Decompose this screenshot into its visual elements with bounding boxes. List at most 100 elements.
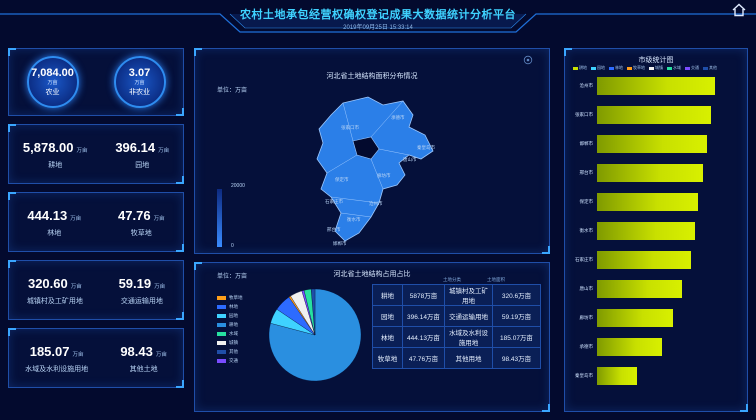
bar-category-label: 保定市 <box>579 199 594 204</box>
nonagri-unit: 万亩 <box>134 80 145 86</box>
city-label: 秦皇岛市 <box>417 145 435 150</box>
legend-swatch <box>685 66 690 70</box>
stat-value: 47.76 <box>118 207 151 223</box>
legend-label: 城镇 <box>655 65 663 70</box>
legend-label: 林地 <box>615 65 623 70</box>
datetime-label: 2019年09月25日 15:33:14 <box>343 25 413 31</box>
stat-garden: 396.14 万亩 园地 <box>115 139 169 170</box>
bar[interactable] <box>597 251 692 269</box>
stat-value: 320.60 <box>27 275 68 291</box>
pie-legend-item[interactable]: 林地 <box>217 302 243 311</box>
legend-label: 牧草地 <box>633 65 645 70</box>
legend-swatch <box>703 66 708 70</box>
stat-pasture: 47.76 万亩 牧草地 <box>118 207 165 238</box>
pie-legend-item[interactable]: 其他 <box>217 347 243 356</box>
stat-label: 园地 <box>135 161 150 169</box>
bar-legend-item[interactable]: 城镇 <box>649 65 663 71</box>
bar[interactable] <box>597 193 699 211</box>
bar-legend-item[interactable]: 牧草地 <box>627 65 645 71</box>
legend-swatch <box>217 295 226 300</box>
bar-legend-item[interactable]: 耕地 <box>573 65 587 71</box>
bar-category-label: 唐山市 <box>579 286 594 291</box>
bar-chart: 沧州市 张家口市 邯郸市 邢台市 保定市 衡水市 石家庄市 唐山市 廊坊市 承德市 秦皇岛市 <box>565 49 749 413</box>
agri-value: 7,084.00 <box>31 67 74 79</box>
bar-category-label: 邢台市 <box>579 170 594 175</box>
pie-chart[interactable] <box>265 285 365 385</box>
legend-swatch <box>649 66 654 70</box>
stat-panel-2: 444.13 万亩 林地 47.76 万亩 牧草地 <box>8 192 184 252</box>
bar-legend: 耕地 园地 林地 牧草地 城镇 水域 交通 其他 <box>573 65 743 71</box>
table-cell: 59.19万亩 <box>492 305 541 327</box>
legend-label: 园地 <box>597 65 605 70</box>
stat-panel-4: 185.07 万亩 水域及水利设施用地 98.43 万亩 其他土地 <box>8 328 184 388</box>
stat-urban: 320.60 万亩 城镇村及工矿用地 <box>27 275 83 306</box>
page-title: 农村土地承包经营权确权登记成果大数据统计分析平台 <box>240 9 516 21</box>
pie-title: 河北省土地结构占用占比 <box>333 271 411 278</box>
bar-legend-item[interactable]: 林地 <box>609 65 623 71</box>
pie-legend-item[interactable]: 水域 <box>217 329 243 338</box>
city-label: 衡水市 <box>347 217 361 222</box>
stat-value: 444.13 <box>27 207 68 223</box>
bar[interactable] <box>597 135 707 153</box>
bar-legend-item[interactable]: 水域 <box>667 65 681 71</box>
legend-label: 耕地 <box>579 65 587 70</box>
legend-label: 牧草地 <box>229 294 243 300</box>
stat-label: 牧草地 <box>130 229 152 237</box>
legend-swatch <box>667 66 672 70</box>
table-head: 土地面积 <box>487 277 505 282</box>
legend-label: 其他 <box>229 348 238 354</box>
pie-legend-item[interactable]: 园地 <box>217 311 243 320</box>
stat-unit: 万亩 <box>70 283 82 290</box>
legend-swatch <box>217 313 226 318</box>
table-cell: 5878万亩 <box>402 284 445 306</box>
table-cell: 交通运输用地 <box>444 305 493 327</box>
scale-min: 0 <box>231 243 234 249</box>
bar-category-label: 衡水市 <box>579 228 594 233</box>
stat-label: 城镇村及工矿用地 <box>26 297 83 305</box>
agri-unit: 万亩 <box>47 80 58 86</box>
bar-legend-item[interactable]: 交通 <box>685 65 699 71</box>
bar[interactable] <box>597 280 682 298</box>
bar[interactable] <box>597 77 715 95</box>
hebei-map[interactable] <box>313 93 443 243</box>
legend-swatch <box>627 66 632 70</box>
stat-value: 396.14 <box>115 139 156 155</box>
bar-category-label: 沧州市 <box>579 83 594 88</box>
bar-legend-item[interactable]: 园地 <box>591 65 605 71</box>
pie-legend-item[interactable]: 牧草地 <box>217 293 243 302</box>
stat-unit: 万亩 <box>155 351 167 358</box>
stat-panel-1: 5,878.00 万亩 耕地 396.14 万亩 园地 <box>8 124 184 184</box>
pie-legend-item[interactable]: 耕地 <box>217 320 243 329</box>
legend-swatch <box>217 349 226 354</box>
bar-category-label: 秦皇岛市 <box>575 373 593 378</box>
city-label: 廊坊市 <box>377 173 391 178</box>
bar[interactable] <box>597 222 695 240</box>
legend-swatch <box>217 304 226 309</box>
city-label: 沧州市 <box>369 201 383 206</box>
city-label: 石家庄市 <box>325 199 343 204</box>
map-panel: 河北省土地结构面积分布情况 单位：万亩 20000 0 张家口市 承德市 秦皇岛… <box>194 48 550 254</box>
settings-icon[interactable] <box>523 55 533 65</box>
bar[interactable] <box>597 367 638 385</box>
bar[interactable] <box>597 338 662 356</box>
legend-label: 交通 <box>229 357 238 363</box>
pie-legend-item[interactable]: 城镇 <box>217 338 243 347</box>
nonagri-value: 3.07 <box>128 67 151 79</box>
home-icon[interactable] <box>732 3 746 17</box>
pie-legend-item[interactable]: 交通 <box>217 356 243 365</box>
nonagri-label: 非农业 <box>129 89 150 96</box>
pie-slice[interactable] <box>311 288 316 336</box>
stat-forest: 444.13 万亩 林地 <box>27 207 81 238</box>
bar-legend-item[interactable]: 其他 <box>703 65 717 71</box>
table-cell: 耕地 <box>372 284 403 306</box>
stat-label: 林地 <box>47 229 62 237</box>
stat-value: 59.19 <box>118 275 152 291</box>
pie-legend: 牧草地林地 园地 耕地 水域 城镇 其他交通 <box>217 293 243 365</box>
bar[interactable] <box>597 309 673 327</box>
stat-value: 98.43 <box>120 343 153 359</box>
table-row: 林地 444.13万亩 水域及水利设施用地 185.07万亩 <box>372 326 541 348</box>
bar[interactable] <box>597 164 704 182</box>
land-table: 耕地 5878万亩 城镇村及工矿用地 320.6万亩 园地 396.14万亩 交… <box>372 284 541 369</box>
stat-label: 耕地 <box>48 161 63 169</box>
bar[interactable] <box>597 106 712 124</box>
